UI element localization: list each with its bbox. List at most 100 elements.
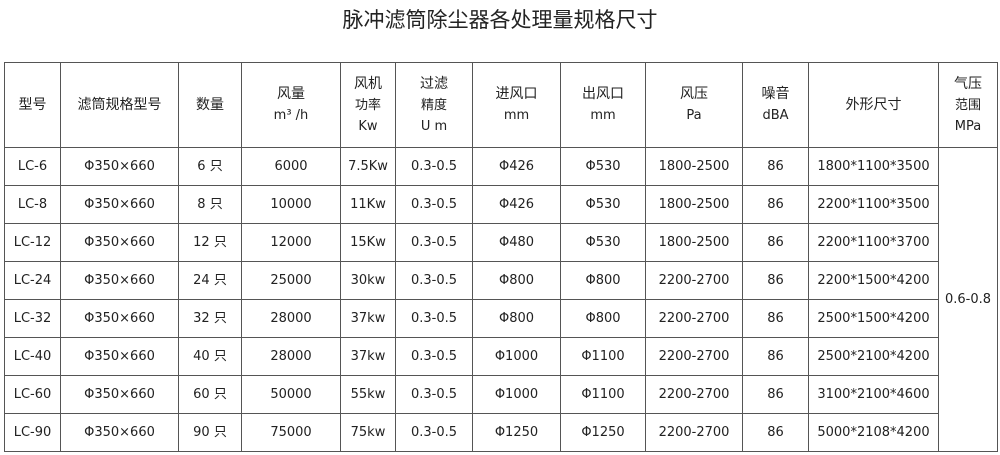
cell-airflow: 6000 [241, 147, 341, 186]
table-row: LC-24 Φ350×660 24 只 25000 30kw 0.3-0.5 Φ800 Φ80… [4, 261, 998, 300]
cell-filter-spec: Φ350×660 [60, 261, 179, 300]
cell-airflow: 75000 [241, 413, 341, 452]
header-fan-power: 风机 功率 Kw [340, 62, 396, 148]
cell-inlet: Φ426 [472, 147, 561, 186]
cell-dimensions: 5000*2108*4200 [808, 413, 939, 452]
header-line: 噪音 [761, 86, 790, 102]
cell-model: LC-90 [4, 413, 61, 452]
cell-filter-precision: 0.3-0.5 [395, 375, 473, 414]
table-row: LC-6 Φ350×660 6 只 6000 7.5Kw 0.3-0.5 Φ426 Φ530 1… [4, 147, 998, 452]
cell-model: LC-8 [4, 185, 61, 224]
header-line: mm [503, 108, 530, 123]
header-airflow: 风量 m³ /h [241, 62, 341, 148]
cell-outlet: Φ1100 [560, 375, 646, 414]
cell-filter-precision: 0.3-0.5 [395, 147, 473, 186]
header-line: Pa [686, 108, 702, 123]
cell-noise: 86 [742, 375, 809, 414]
cell-pressure: 1800-2500 [645, 185, 743, 224]
header-line: 滤筒规格型号 [77, 96, 162, 113]
cell-filter-spec: Φ350×660 [60, 337, 179, 376]
cell-quantity: 12 只 [178, 223, 242, 262]
cell-filter-spec: Φ350×660 [60, 147, 179, 186]
cell-filter-spec: Φ350×660 [60, 185, 179, 224]
cell-dimensions: 2500*1500*4200 [808, 299, 939, 338]
header-line: 气压 [954, 75, 982, 92]
cell-fan-power: 11Kw [340, 185, 396, 224]
cell-outlet: Φ530 [560, 185, 646, 224]
header-noise: 噪音 dBA [742, 62, 809, 148]
cell-air-pressure-range: 0.6-0.8 [938, 147, 998, 452]
header-line: Kw [358, 118, 378, 134]
cell-fan-power: 37kw [340, 299, 396, 338]
cell-noise: 86 [742, 261, 809, 300]
cell-filter-precision: 0.3-0.5 [395, 223, 473, 262]
header-line: 精度 [420, 97, 447, 113]
header-line: U m [420, 118, 448, 134]
header-line: 风机 [354, 75, 382, 92]
table-row: LC-60 Φ350×660 60 只 50000 55kw 0.3-0.5 Φ1000 Φ1… [4, 375, 998, 414]
cell-airflow: 25000 [241, 261, 341, 300]
cell-airflow: 28000 [241, 337, 341, 376]
header-outlet: 出风口 mm [560, 62, 646, 148]
table-row: LC-32 Φ350×660 32 只 28000 37kw 0.3-0.5 Φ800 Φ80… [4, 299, 998, 338]
cell-airflow: 12000 [241, 223, 341, 262]
cell-inlet: Φ1250 [472, 413, 561, 452]
header-line: 过滤 [420, 75, 448, 92]
cell-model: LC-6 [4, 147, 61, 186]
cell-pressure: 2200-2700 [645, 261, 743, 300]
cell-pressure: 2200-2700 [645, 375, 743, 414]
table-row: LC-90 Φ350×660 90 只 75000 75kw 0.3-0.5 Φ1250 Φ1… [4, 413, 998, 452]
cell-pressure: 2200-2700 [645, 413, 743, 452]
cell-filter-precision: 0.3-0.5 [395, 185, 473, 224]
header-pressure: 风压 Pa [645, 62, 743, 148]
cell-filter-spec: Φ350×660 [60, 413, 179, 452]
cell-noise: 86 [742, 299, 809, 338]
cell-model: LC-24 [4, 261, 61, 300]
header-inlet: 进风口 mm [472, 62, 561, 148]
cell-noise: 86 [742, 223, 809, 262]
cell-dimensions: 2500*2100*4200 [808, 337, 939, 376]
cell-inlet: Φ1000 [472, 375, 561, 414]
header-line: 范围 [954, 97, 981, 113]
cell-noise: 86 [742, 337, 809, 376]
cell-model: LC-32 [4, 299, 61, 338]
cell-fan-power: 30kw [340, 261, 396, 300]
cell-dimensions: 1800*1100*3500 [808, 147, 939, 186]
header-model: 型号 [4, 62, 61, 148]
header-line: mm [590, 108, 616, 123]
cell-noise: 86 [742, 147, 809, 186]
header-line: dBA [762, 108, 789, 123]
cell-noise: 86 [742, 185, 809, 224]
cell-fan-power: 55kw [340, 375, 396, 414]
cell-airflow: 50000 [241, 375, 341, 414]
cell-model: LC-12 [4, 223, 61, 262]
cell-fan-power: 37kw [340, 337, 396, 376]
cell-quantity: 40 只 [178, 337, 242, 376]
header-line: 进风口 [495, 86, 538, 102]
cell-inlet: Φ1000 [472, 337, 561, 376]
table-row: LC-12 Φ350×660 12 只 12000 15Kw 0.3-0.5 Φ480 Φ53… [4, 223, 998, 262]
header-quantity: 数量 [178, 62, 242, 148]
cell-fan-power: 7.5Kw [340, 147, 396, 186]
header-line: 风量 [277, 86, 305, 102]
cell-model: LC-60 [4, 375, 61, 414]
header-dimensions: 外形尺寸 [808, 62, 939, 148]
spec-table: 型号 滤筒规格型号 数量 风量 m³ /h 风机 功率 Kw 过滤 精度 U m 进风口 mm 出风口 mm… [4, 62, 998, 452]
cell-pressure: 2200-2700 [645, 337, 743, 376]
header-line: m³ /h [273, 108, 309, 123]
cell-airflow: 10000 [241, 185, 341, 224]
header-filter-precision: 过滤精度 U m [395, 62, 473, 148]
header-line: 风压 [680, 86, 708, 102]
cell-outlet: Φ1100 [560, 337, 646, 376]
cell-outlet: Φ800 [560, 261, 646, 300]
table-row: LC-8 Φ350×660 8 只 10000 11Kw 0.3-0.5 Φ426 Φ530 1… [4, 185, 998, 224]
cell-outlet: Φ1250 [560, 413, 646, 452]
cell-filter-precision: 0.3-0.5 [395, 413, 473, 452]
cell-quantity: 32 只 [178, 299, 242, 338]
cell-quantity: 8 只 [178, 185, 242, 224]
page-title: 脉冲滤筒除尘器各处理量规格尺寸 [342, 8, 658, 32]
cell-outlet: Φ530 [560, 147, 646, 186]
cell-dimensions: 3100*2100*4600 [808, 375, 939, 414]
cell-quantity: 60 只 [178, 375, 242, 414]
cell-inlet: Φ480 [472, 223, 561, 262]
